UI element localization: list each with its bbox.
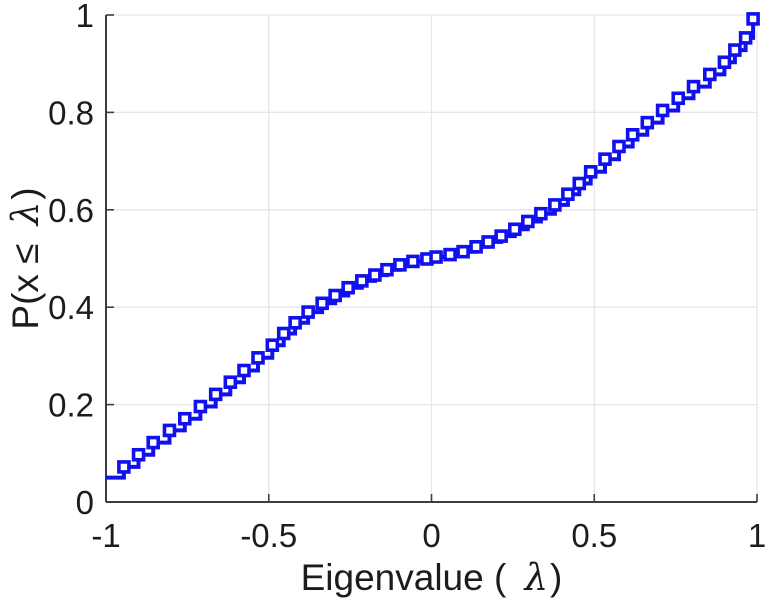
data-point-marker xyxy=(583,165,598,179)
data-point-marker xyxy=(717,55,732,70)
data-point-marker xyxy=(671,91,686,106)
data-point-marker xyxy=(429,250,443,264)
data-point-marker xyxy=(193,399,208,414)
data-point-marker xyxy=(443,247,457,262)
data-point-marker xyxy=(655,103,670,118)
axis-labels: Eigenvalue ( λ) P(x ≤ λ) xyxy=(4,187,562,599)
data-point-marker xyxy=(265,338,280,352)
data-point-marker xyxy=(572,176,587,191)
data-point-marker xyxy=(598,152,612,166)
data-point-marker xyxy=(288,315,302,330)
data-point-marker xyxy=(640,115,655,130)
y-tick-label: 0 xyxy=(76,484,94,521)
data-point-marker xyxy=(494,229,508,243)
data-point-marker xyxy=(746,12,760,26)
data-point-marker xyxy=(355,274,369,288)
data-point-marker xyxy=(534,206,548,221)
data-point-marker xyxy=(561,187,575,202)
data-point-marker xyxy=(368,268,382,282)
y-tick-label: 0.6 xyxy=(48,192,94,229)
x-tick-label: -1 xyxy=(91,517,120,554)
x-tick-label: 0.5 xyxy=(571,517,617,554)
data-point-marker xyxy=(315,296,329,311)
data-point-marker xyxy=(341,280,355,295)
data-point-marker xyxy=(162,423,177,438)
data-point-marker xyxy=(380,262,394,277)
data-point-marker xyxy=(728,43,742,57)
x-tick-label: 1 xyxy=(748,517,766,554)
y-tick-label: 1 xyxy=(76,0,94,34)
data-point-marker xyxy=(301,305,315,319)
y-axis-label: P(x ≤ λ) xyxy=(4,187,47,329)
tick-labels: -1 -0.5 0 0.5 1 0 0.2 0.4 0.6 0.8 1 xyxy=(48,0,766,554)
x-tick-label: -0.5 xyxy=(240,517,297,554)
data-point-marker xyxy=(276,326,291,341)
x-axis-label: Eigenvalue ( λ) xyxy=(301,556,563,599)
data-point-marker xyxy=(456,244,470,259)
data-point-marker xyxy=(686,79,701,94)
data-point-marker xyxy=(208,387,223,402)
y-tick-label: 0.8 xyxy=(48,94,94,131)
data-point-marker xyxy=(131,447,146,462)
y-tick-label: 0.2 xyxy=(48,387,94,424)
data-point-marker xyxy=(251,351,265,365)
data-point-marker xyxy=(703,67,717,82)
data-point-marker xyxy=(612,139,626,154)
data-point-marker xyxy=(146,435,160,450)
x-tick-label: 0 xyxy=(422,517,440,554)
data-point-marker xyxy=(625,128,640,142)
data-point-marker xyxy=(508,222,522,237)
data-point-marker xyxy=(521,214,535,229)
data-point-marker xyxy=(177,411,192,426)
y-tick-label: 0.4 xyxy=(48,289,94,326)
data-point-marker xyxy=(469,240,483,254)
data-point-marker xyxy=(738,31,753,45)
data-point-marker xyxy=(406,254,420,269)
data-point-marker xyxy=(481,235,495,249)
data-point-marker xyxy=(328,288,342,303)
cdf-markers xyxy=(117,12,760,474)
data-point-marker xyxy=(548,198,562,212)
axes xyxy=(105,14,758,503)
data-point-marker xyxy=(393,258,407,272)
data-point-marker xyxy=(237,363,251,378)
data-point-marker xyxy=(117,460,131,474)
data-point-marker xyxy=(223,375,238,389)
